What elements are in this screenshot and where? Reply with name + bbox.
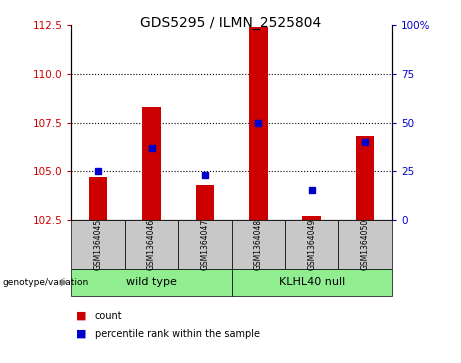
Text: ■: ■ [76, 311, 87, 321]
Text: KLHL40 null: KLHL40 null [278, 277, 345, 287]
Bar [356, 136, 374, 220]
Text: ▶: ▶ [61, 277, 68, 287]
Text: ■: ■ [76, 329, 87, 339]
Bar [89, 177, 107, 220]
Bar [249, 27, 268, 220]
Text: GDS5295 / ILMN_2525804: GDS5295 / ILMN_2525804 [140, 16, 321, 30]
Bar [142, 107, 161, 220]
Text: GSM1364045: GSM1364045 [94, 219, 103, 270]
Text: count: count [95, 311, 122, 321]
Bar [195, 185, 214, 220]
Text: GSM1364050: GSM1364050 [361, 219, 370, 270]
Text: wild type: wild type [126, 277, 177, 287]
Text: GSM1364048: GSM1364048 [254, 219, 263, 270]
Bar [302, 216, 321, 220]
Text: GSM1364046: GSM1364046 [147, 219, 156, 270]
Text: GSM1364047: GSM1364047 [201, 219, 209, 270]
Text: genotype/variation: genotype/variation [2, 278, 89, 287]
Text: percentile rank within the sample: percentile rank within the sample [95, 329, 260, 339]
Text: GSM1364049: GSM1364049 [307, 219, 316, 270]
